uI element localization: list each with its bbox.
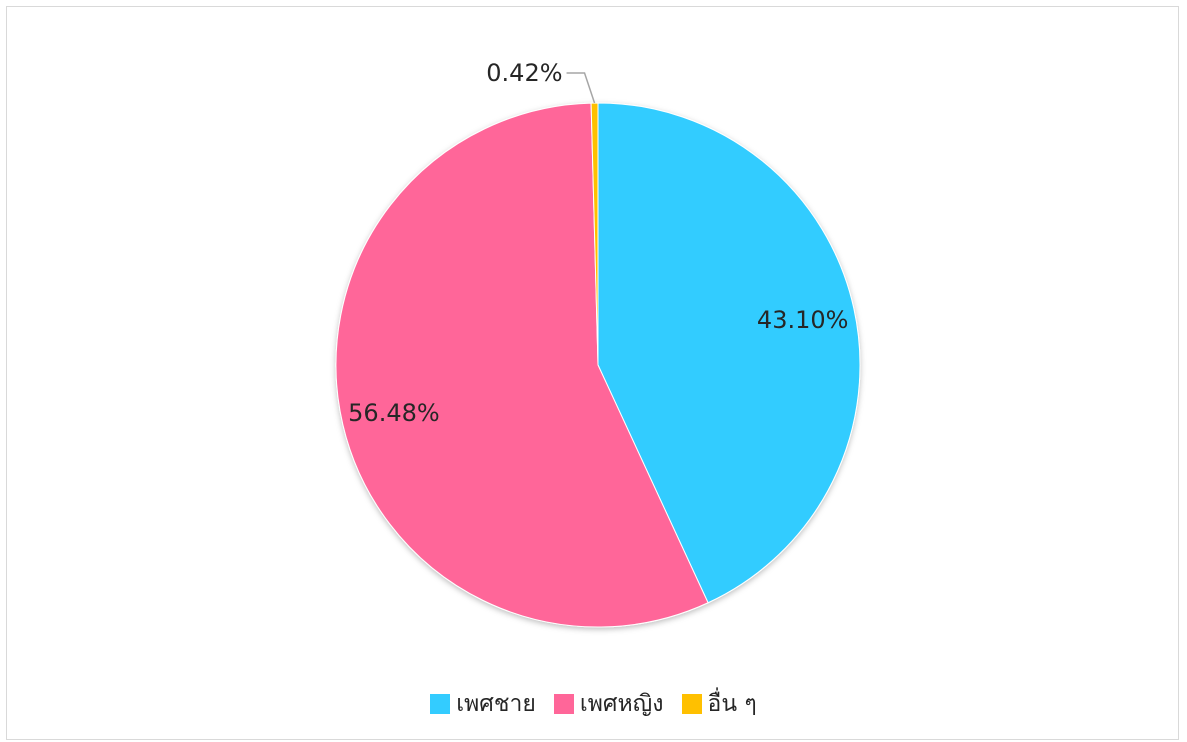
data-label-other: 0.42% bbox=[486, 59, 562, 87]
pie-slice-male bbox=[597, 102, 861, 604]
legend-item-male: เพศชาย bbox=[430, 686, 536, 722]
legend-label-male: เพศชาย bbox=[456, 691, 536, 717]
data-label-female: 56.48% bbox=[348, 399, 440, 427]
legend-swatch-other bbox=[681, 694, 702, 714]
legend-label-other: อื่น ๆ bbox=[707, 691, 757, 717]
pie-labels: 43.10% 56.48% 0.42% bbox=[348, 59, 848, 427]
legend-swatch-female bbox=[553, 694, 574, 714]
legend: เพศชาย เพศหญิง อื่น ๆ bbox=[0, 686, 1187, 722]
pie-slices bbox=[335, 102, 861, 628]
pie-slice-female bbox=[335, 102, 709, 628]
legend-label-female: เพศหญิง bbox=[579, 691, 664, 717]
legend-item-female: เพศหญิง bbox=[553, 686, 664, 722]
data-label-male: 43.10% bbox=[757, 306, 849, 334]
legend-item-other: อื่น ๆ bbox=[681, 686, 757, 722]
leader-line-other bbox=[566, 72, 596, 104]
legend-swatch-male bbox=[430, 694, 451, 714]
